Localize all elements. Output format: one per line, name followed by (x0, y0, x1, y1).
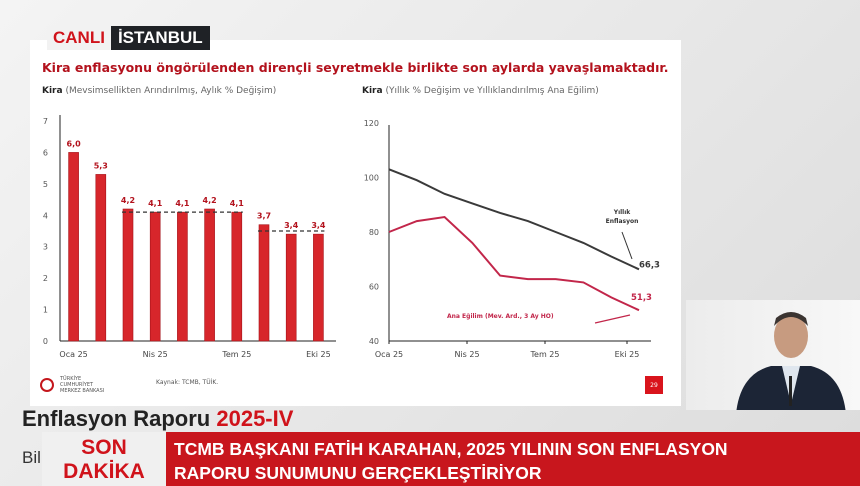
data-label: 5,3 (94, 161, 108, 170)
report-subtitle: Bilgilendirme Toplantısı (22, 448, 41, 467)
bar (313, 233, 324, 342)
y-tick-label: 60 (369, 283, 379, 292)
end-label: 51,3 (631, 293, 652, 303)
data-label: 4,1 (148, 199, 163, 208)
y-tick-label: 2 (43, 274, 48, 283)
bar (177, 211, 188, 342)
series-line (388, 168, 640, 271)
bar (231, 211, 243, 342)
bar (204, 208, 215, 342)
ticker-line: TCMB BAŞKANI FATİH KARAHAN, 2025 YILININ… (174, 439, 728, 459)
data-label: 3,4 (284, 221, 299, 230)
x-tick-label: Oca 25 (375, 350, 403, 359)
data-label: 3,4 (311, 221, 326, 230)
bar (95, 174, 107, 342)
x-tick-label: Nis 25 (143, 350, 168, 359)
bar (149, 211, 161, 342)
x-tick-label: Tem 25 (221, 350, 251, 359)
annotation-label: Yıllık (613, 209, 632, 216)
y-tick-label: 0 (43, 337, 48, 346)
y-tick-label: 6 (43, 148, 48, 157)
y-tick-label: 40 (369, 337, 379, 346)
annotation-arrow (594, 314, 631, 324)
right-chart-title: Kira (Yıllık % Değişim ve Yıllıklandırıl… (362, 86, 599, 96)
slide-headline: Kira enflasyonu öngörülenden dirençli se… (42, 60, 669, 75)
bar (68, 152, 79, 342)
bar (285, 233, 297, 342)
y-tick-label: 100 (364, 174, 379, 183)
cbrt-logo: TÜRKİYE CUMHURİYET MERKEZ BANKASI (40, 376, 108, 394)
page-number: 29 (645, 376, 663, 394)
data-label: 4,2 (121, 196, 135, 205)
bar (258, 224, 270, 342)
end-label: 66,3 (639, 260, 660, 270)
data-label: 6,0 (67, 139, 82, 148)
city-label: İSTANBUL (110, 26, 210, 50)
data-label: 3,7 (257, 212, 271, 221)
annotation-arrow (621, 231, 633, 260)
data-label: 4,1 (175, 199, 190, 208)
data-label: 4,2 (203, 196, 217, 205)
y-tick-label: 1 (43, 306, 48, 315)
annotation-label: Enflasyon (606, 218, 639, 225)
speaker-video (686, 300, 860, 410)
live-badge: CANLI İSTANBUL (47, 26, 210, 50)
y-tick-label: 120 (364, 119, 379, 128)
presentation-slide (30, 40, 681, 406)
series-label: Ana Eğilim (Mev. Ard., 3 Ay HO) (447, 313, 554, 320)
x-tick-label: Tem 25 (530, 350, 560, 359)
data-label: 4,1 (230, 199, 245, 208)
x-tick-label: Oca 25 (59, 350, 87, 359)
series-line (388, 215, 640, 312)
y-tick-label: 7 (43, 117, 48, 126)
ticker-line: RAPORU SUNUMUNU GERÇEKLEŞTİRİYOR (174, 463, 542, 483)
left-chart-title: Kira (Mevsimsellikten Arındırılmış, Aylı… (42, 86, 277, 96)
x-tick-label: Eki 25 (615, 350, 640, 359)
breaking-news-badge: SON DAKİKA (42, 432, 166, 486)
live-label: CANLI (47, 26, 111, 50)
x-tick-label: Nis 25 (454, 350, 479, 359)
bar (122, 208, 134, 342)
y-tick-label: 5 (43, 180, 48, 189)
news-ticker: TCMB BAŞKANI FATİH KARAHAN, 2025 YILININ… (166, 432, 860, 486)
report-title: Enflasyon Raporu 2025-IV (22, 406, 294, 431)
y-tick-label: 80 (369, 228, 379, 237)
y-tick-label: 3 (43, 243, 48, 252)
y-tick-label: 4 (43, 211, 48, 220)
source-note: Kaynak: TCMB, TÜİK. (156, 379, 219, 386)
x-tick-label: Eki 25 (306, 350, 331, 359)
speaker-figure (736, 312, 846, 410)
